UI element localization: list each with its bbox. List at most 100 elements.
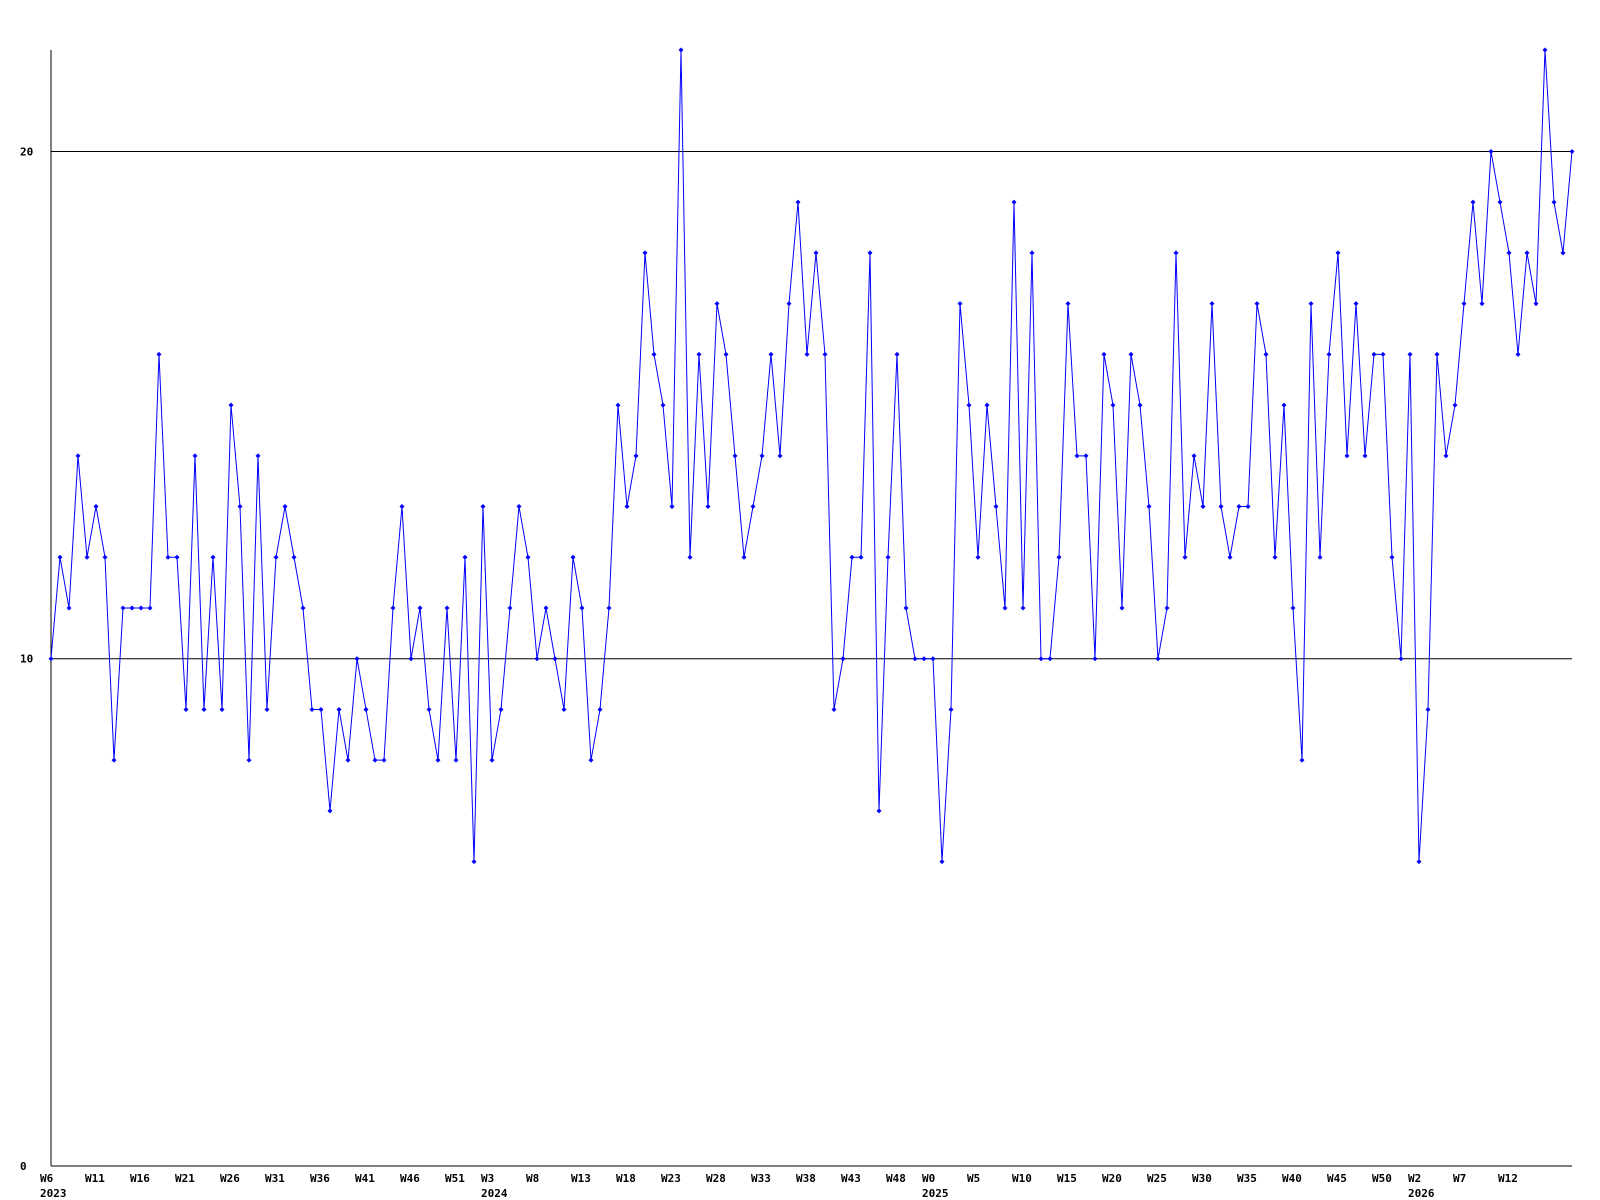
point bbox=[1110, 402, 1116, 408]
point bbox=[237, 504, 243, 510]
point bbox=[1488, 148, 1494, 154]
point bbox=[714, 301, 720, 307]
x-tick-label: W3 bbox=[481, 1172, 494, 1185]
point bbox=[381, 757, 387, 763]
point bbox=[1362, 453, 1368, 459]
point bbox=[1101, 351, 1107, 357]
point bbox=[84, 554, 90, 560]
point bbox=[1470, 199, 1476, 205]
point bbox=[219, 706, 225, 712]
point bbox=[399, 504, 405, 510]
point bbox=[786, 301, 792, 307]
x-tick-label: W2 bbox=[1408, 1172, 1421, 1185]
point bbox=[894, 351, 900, 357]
point bbox=[1308, 301, 1314, 307]
point bbox=[579, 605, 585, 611]
point bbox=[1020, 605, 1026, 611]
point bbox=[876, 808, 882, 814]
y-tick-label: 20 bbox=[20, 145, 33, 158]
x-tick-label: W13 bbox=[571, 1172, 591, 1185]
point bbox=[921, 656, 927, 662]
point bbox=[723, 351, 729, 357]
point bbox=[732, 453, 738, 459]
point bbox=[660, 402, 666, 408]
point bbox=[147, 605, 153, 611]
point bbox=[984, 402, 990, 408]
x-tick-label: W18 bbox=[616, 1172, 636, 1185]
point bbox=[1065, 301, 1071, 307]
point bbox=[318, 706, 324, 712]
x-tick-label: W35 bbox=[1237, 1172, 1257, 1185]
point bbox=[192, 453, 198, 459]
point bbox=[489, 757, 495, 763]
year-label: 2025 bbox=[922, 1187, 949, 1200]
point bbox=[273, 554, 279, 560]
line bbox=[50, 49, 1573, 862]
point bbox=[453, 757, 459, 763]
point bbox=[345, 757, 351, 763]
point bbox=[552, 656, 558, 662]
x-tick-label: W16 bbox=[130, 1172, 150, 1185]
point bbox=[390, 605, 396, 611]
x-tick-label: W6 bbox=[40, 1172, 54, 1185]
point bbox=[1137, 402, 1143, 408]
point bbox=[1164, 605, 1170, 611]
x-tick-label: W45 bbox=[1327, 1172, 1347, 1185]
x-tick-label: W46 bbox=[400, 1172, 420, 1185]
point bbox=[354, 656, 360, 662]
point bbox=[183, 706, 189, 712]
point bbox=[66, 605, 72, 611]
point bbox=[1209, 301, 1215, 307]
point bbox=[516, 504, 522, 510]
point bbox=[1146, 504, 1152, 510]
point bbox=[228, 402, 234, 408]
point bbox=[1290, 605, 1296, 611]
point bbox=[435, 757, 441, 763]
point bbox=[1074, 453, 1080, 459]
x-tick-label: W40 bbox=[1282, 1172, 1302, 1185]
point bbox=[624, 504, 630, 510]
x-tick-label: W8 bbox=[526, 1172, 539, 1185]
point bbox=[1047, 656, 1053, 662]
point bbox=[300, 605, 306, 611]
point bbox=[1380, 351, 1386, 357]
x-tick-label: W48 bbox=[886, 1172, 906, 1185]
x-tick-label: W31 bbox=[265, 1172, 285, 1185]
x-tick-label: W5 bbox=[967, 1172, 980, 1185]
x-tick-label: W12 bbox=[1498, 1172, 1518, 1185]
year-label: 2023 bbox=[40, 1187, 67, 1200]
point bbox=[1344, 453, 1350, 459]
point bbox=[1353, 301, 1359, 307]
point bbox=[993, 504, 999, 510]
point bbox=[597, 706, 603, 712]
point bbox=[255, 453, 261, 459]
point bbox=[1443, 453, 1449, 459]
point bbox=[1389, 554, 1395, 560]
point bbox=[1272, 554, 1278, 560]
x-tick-label: W51 bbox=[445, 1172, 465, 1185]
point bbox=[174, 554, 180, 560]
point bbox=[570, 554, 576, 560]
x-tick-label: W50 bbox=[1372, 1172, 1392, 1185]
point bbox=[1542, 47, 1548, 53]
point bbox=[1236, 504, 1242, 510]
point bbox=[1479, 301, 1485, 307]
point bbox=[1119, 605, 1125, 611]
point bbox=[912, 656, 918, 662]
point bbox=[1317, 554, 1323, 560]
point bbox=[480, 504, 486, 510]
point bbox=[741, 554, 747, 560]
y-tick-label: 10 bbox=[20, 653, 33, 666]
point bbox=[525, 554, 531, 560]
point bbox=[1038, 656, 1044, 662]
point bbox=[1254, 301, 1260, 307]
x-tick-label: W23 bbox=[661, 1172, 681, 1185]
point bbox=[975, 554, 981, 560]
point bbox=[1092, 656, 1098, 662]
x-tick-label: W38 bbox=[796, 1172, 816, 1185]
point bbox=[1002, 605, 1008, 611]
point bbox=[1551, 199, 1557, 205]
x-tick-label: W10 bbox=[1012, 1172, 1032, 1185]
point bbox=[1326, 351, 1332, 357]
